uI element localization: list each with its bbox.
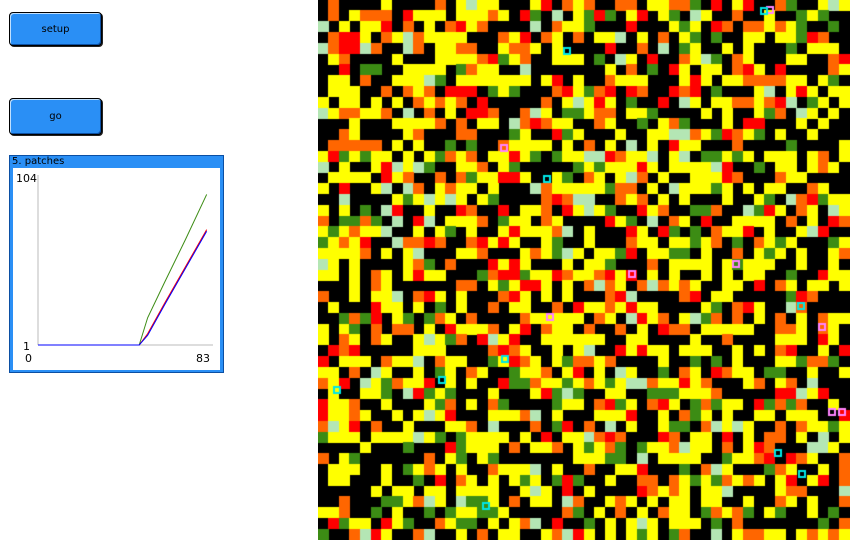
patches-plot: 5. patches 104 1 0 83 [9,155,224,373]
plot-svg: 104 1 0 83 [16,172,213,365]
x-min-tick: 0 [25,352,32,365]
plot-series-group [38,194,208,346]
y-max-tick: 104 [16,172,37,185]
setup-button-label: setup [41,23,70,35]
plot-area: 104 1 0 83 [13,168,220,370]
y-min-tick: 1 [23,340,30,353]
x-max-tick: 83 [196,352,210,365]
go-button-label: go [49,111,62,122]
plot-title: 5. patches [12,156,65,167]
go-button[interactable]: go [9,98,102,135]
world-view[interactable] [318,0,850,540]
world-canvas[interactable] [318,0,850,540]
plot-series-line-2 [38,231,208,346]
setup-button[interactable]: setup [9,12,102,46]
plot-series-line-0 [38,194,208,346]
